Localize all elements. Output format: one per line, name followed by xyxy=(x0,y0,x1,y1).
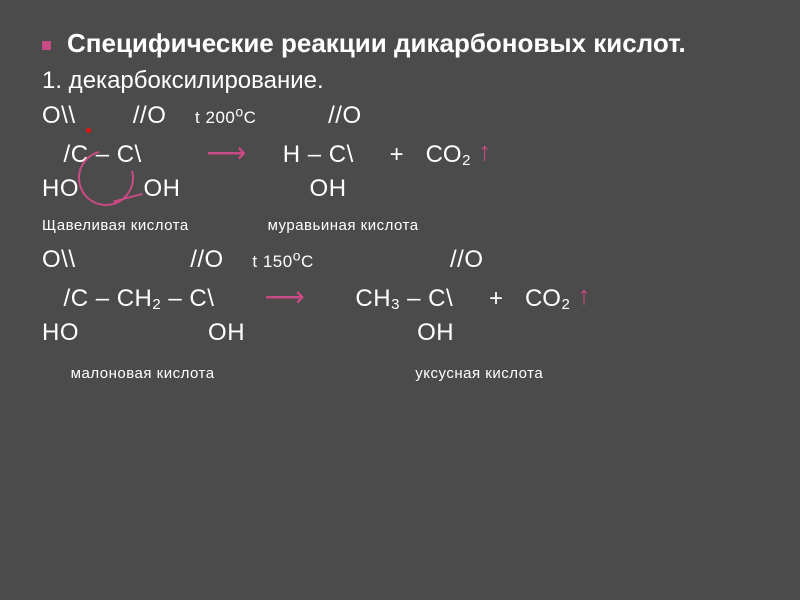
r2-line3: НО ОН ОН xyxy=(42,316,758,350)
up-arrow-icon: ↑ xyxy=(577,280,591,310)
up-arrow-icon: ↑ xyxy=(478,136,492,166)
r2-line2: /С – СН2 – С\ ⟶ СН3 – С\ + СО2 ↑ xyxy=(42,277,758,316)
r1-line1: О\\ //О t 200оС //О xyxy=(42,99,758,133)
bullet-marker xyxy=(42,41,51,50)
r1-labels: Щавеливая кислота муравьиная кислота xyxy=(42,206,758,240)
subtitle-1: 1. декарбоксилирование. xyxy=(42,67,758,95)
r1-line2: /С – С\ ⟶ Н – С\ + СО2 ↑ xyxy=(42,133,758,172)
annotation-dot xyxy=(86,128,91,133)
r2-line1: О\\ //О t 150оС //О xyxy=(42,243,758,277)
title-bullet: Специфические реакции дикарбоновых кисло… xyxy=(42,28,758,59)
r2-labels: малоновая кислота уксусная кислота xyxy=(42,354,758,388)
arrow-icon: ⟶ xyxy=(265,277,306,316)
arrow-icon: ⟶ xyxy=(206,133,247,172)
r1-line3: НО ОН ОН xyxy=(42,172,758,206)
slide-title: Специфические реакции дикарбоновых кисло… xyxy=(67,28,686,59)
